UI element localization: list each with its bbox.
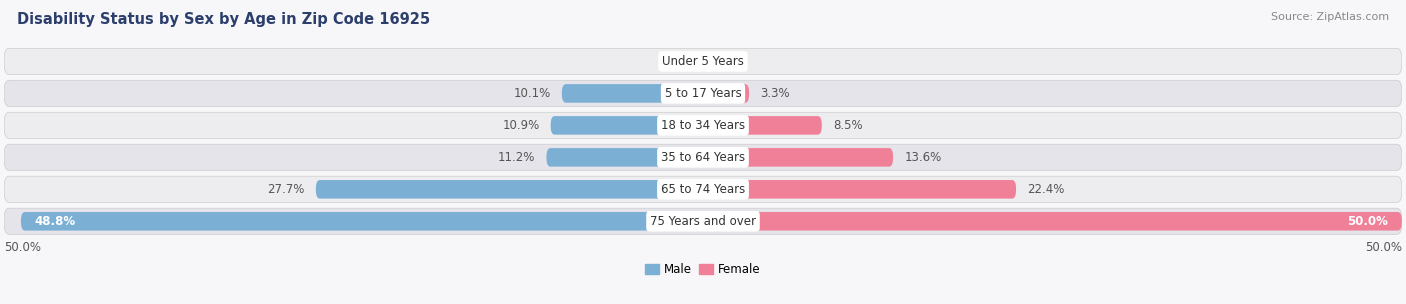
Text: 10.9%: 10.9% [502,119,540,132]
Text: 65 to 74 Years: 65 to 74 Years [661,183,745,196]
Text: 22.4%: 22.4% [1028,183,1064,196]
Text: 8.5%: 8.5% [832,119,863,132]
FancyBboxPatch shape [4,144,1402,171]
FancyBboxPatch shape [4,112,1402,139]
FancyBboxPatch shape [4,80,1402,106]
Text: 48.8%: 48.8% [35,215,76,228]
FancyBboxPatch shape [4,48,1402,74]
Text: Source: ZipAtlas.com: Source: ZipAtlas.com [1271,12,1389,22]
Text: 50.0%: 50.0% [1365,241,1402,254]
FancyBboxPatch shape [21,212,703,230]
Text: 75 Years and over: 75 Years and over [650,215,756,228]
Text: 50.0%: 50.0% [4,241,41,254]
Text: 27.7%: 27.7% [267,183,305,196]
Text: 10.1%: 10.1% [513,87,551,100]
FancyBboxPatch shape [551,116,703,135]
Text: Under 5 Years: Under 5 Years [662,55,744,68]
FancyBboxPatch shape [703,116,821,135]
FancyBboxPatch shape [703,212,1402,230]
Legend: Male, Female: Male, Female [641,258,765,281]
FancyBboxPatch shape [703,180,1017,199]
Text: 3.3%: 3.3% [761,87,790,100]
FancyBboxPatch shape [316,180,703,199]
FancyBboxPatch shape [703,84,749,103]
Text: 0.0%: 0.0% [662,55,692,68]
FancyBboxPatch shape [4,176,1402,202]
Text: 35 to 64 Years: 35 to 64 Years [661,151,745,164]
FancyBboxPatch shape [4,208,1402,234]
Text: 50.0%: 50.0% [1347,215,1388,228]
Text: Disability Status by Sex by Age in Zip Code 16925: Disability Status by Sex by Age in Zip C… [17,12,430,27]
Text: 0.0%: 0.0% [714,55,744,68]
FancyBboxPatch shape [562,84,703,103]
Text: 13.6%: 13.6% [904,151,942,164]
Text: 11.2%: 11.2% [498,151,536,164]
Text: 5 to 17 Years: 5 to 17 Years [665,87,741,100]
FancyBboxPatch shape [547,148,703,167]
FancyBboxPatch shape [703,148,893,167]
Text: 18 to 34 Years: 18 to 34 Years [661,119,745,132]
